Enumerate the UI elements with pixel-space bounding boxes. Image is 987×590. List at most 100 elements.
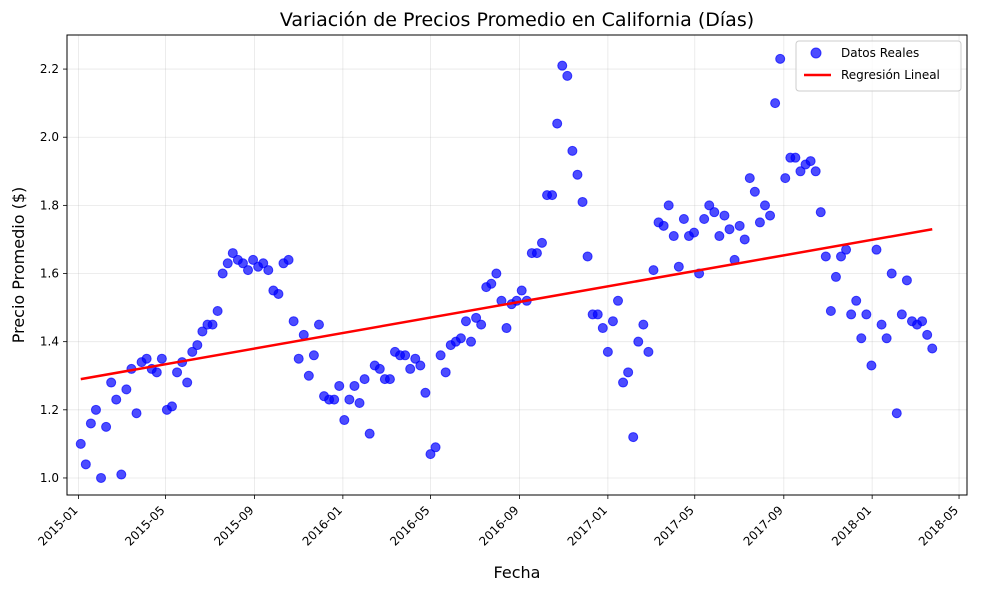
data-point xyxy=(633,336,644,347)
y-tick-label: 1.4 xyxy=(40,335,59,349)
data-point xyxy=(709,207,720,218)
y-tick-label: 1.2 xyxy=(40,403,59,417)
data-point xyxy=(810,166,821,177)
data-point xyxy=(410,353,421,364)
data-point xyxy=(354,398,365,408)
data-point xyxy=(415,360,426,371)
data-point xyxy=(714,231,725,242)
data-point xyxy=(577,196,588,207)
data-point xyxy=(420,387,431,398)
data-point xyxy=(237,258,248,269)
data-point xyxy=(765,210,776,221)
data-point xyxy=(795,166,806,177)
legend-scatter-marker xyxy=(810,47,822,59)
data-point xyxy=(192,340,203,351)
y-tick-label: 2.0 xyxy=(40,130,59,144)
data-point xyxy=(166,401,177,412)
data-point xyxy=(719,210,730,221)
data-point xyxy=(836,251,847,262)
data-point xyxy=(273,288,284,299)
y-tick-label: 1.8 xyxy=(40,198,59,212)
data-point xyxy=(344,394,355,405)
data-point xyxy=(425,449,436,460)
data-point xyxy=(364,428,375,439)
data-point xyxy=(572,169,583,180)
y-axis: 1.0 1.2 1.4 1.6 1.8 2.0 2.2 xyxy=(40,62,67,485)
data-point xyxy=(400,350,411,361)
data-point xyxy=(455,333,466,344)
data-point xyxy=(217,268,228,279)
y-tick-label: 2.2 xyxy=(40,62,59,76)
data-point xyxy=(374,363,385,374)
data-point xyxy=(846,309,857,320)
data-point xyxy=(435,350,446,361)
data-point xyxy=(602,346,613,357)
legend-line-label: Regresión Lineal xyxy=(841,68,940,82)
data-point xyxy=(248,254,259,265)
data-point xyxy=(111,394,122,405)
data-point xyxy=(643,346,654,357)
data-point xyxy=(187,346,198,357)
data-point xyxy=(96,472,107,483)
data-point xyxy=(886,268,897,279)
data-point xyxy=(141,353,152,364)
data-point xyxy=(805,156,816,167)
data-point xyxy=(628,432,639,443)
data-point xyxy=(901,275,912,286)
data-point xyxy=(557,60,568,71)
data-point xyxy=(156,353,167,364)
data-point xyxy=(440,367,451,378)
data-point xyxy=(562,70,573,81)
legend-box xyxy=(795,40,962,92)
regression-line xyxy=(80,227,933,381)
data-point xyxy=(85,418,96,429)
data-point xyxy=(881,333,892,344)
data-point xyxy=(699,214,710,224)
x-axis-title: Fecha xyxy=(494,563,541,582)
data-point xyxy=(471,312,482,323)
data-point xyxy=(486,278,497,289)
data-point xyxy=(592,309,603,320)
data-point xyxy=(212,306,223,316)
data-point xyxy=(820,251,831,262)
data-point xyxy=(815,207,826,218)
data-point xyxy=(552,118,563,129)
data-point xyxy=(263,265,274,276)
data-point xyxy=(648,265,659,276)
data-point xyxy=(618,377,629,388)
y-tick-label: 1.6 xyxy=(40,267,59,281)
data-point xyxy=(384,374,395,385)
data-point xyxy=(460,316,471,327)
data-point xyxy=(861,309,872,320)
data-point xyxy=(207,319,218,330)
data-point xyxy=(308,350,319,361)
data-point xyxy=(744,173,755,184)
data-point xyxy=(790,152,801,163)
data-point xyxy=(405,363,416,374)
data-point xyxy=(658,220,669,231)
data-point xyxy=(871,244,882,255)
data-point xyxy=(613,295,624,306)
data-point xyxy=(476,319,487,330)
plot-frame xyxy=(66,34,968,496)
data-point xyxy=(222,258,233,269)
data-point xyxy=(313,319,324,330)
data-point xyxy=(739,234,750,245)
data-point xyxy=(106,377,117,388)
data-point xyxy=(780,173,791,184)
data-point xyxy=(359,374,370,385)
data-point xyxy=(638,319,649,330)
data-point xyxy=(536,237,547,248)
data-point xyxy=(131,408,142,419)
data-point xyxy=(303,370,314,381)
grid xyxy=(67,35,967,495)
data-point xyxy=(501,323,512,334)
data-point xyxy=(172,367,183,378)
data-point xyxy=(547,190,558,201)
data-point xyxy=(673,261,684,272)
data-point xyxy=(197,326,208,337)
data-point xyxy=(151,367,162,378)
legend-scatter-label: Datos Reales xyxy=(841,46,919,60)
data-point xyxy=(80,459,91,470)
